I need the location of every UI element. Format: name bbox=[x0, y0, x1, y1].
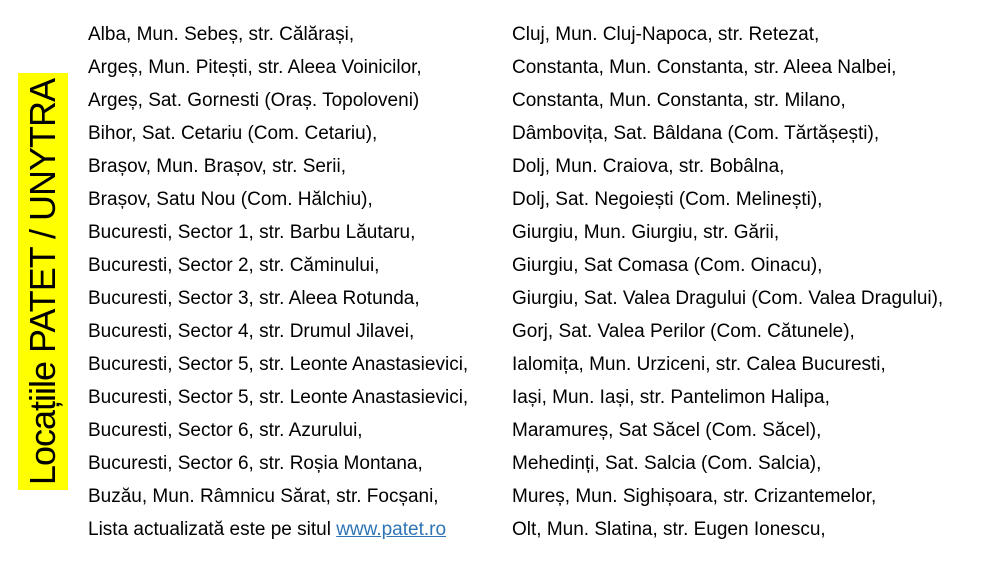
list-item: Cluj, Mun. Cluj-Napoca, str. Retezat, bbox=[512, 24, 820, 45]
list-item: Buzău, Mun. Râmnicu Sărat, str. Focșani, bbox=[88, 486, 439, 507]
list-item: Bucuresti, Sector 6, str. Roșia Montana, bbox=[88, 453, 423, 474]
slide-title: Locațiile PATET / UNYTRA bbox=[22, 78, 63, 485]
list-item: Alba, Mun. Sebeș, str. Călărași, bbox=[88, 24, 355, 45]
list-item: Ialomița, Mun. Urziceni, str. Calea Bucu… bbox=[512, 354, 886, 375]
list-item: Bucuresti, Sector 6, str. Azurului, bbox=[88, 420, 363, 441]
list-item: Argeș, Mun. Pitești, str. Aleea Voinicil… bbox=[88, 57, 422, 78]
list-item: Giurgiu, Mun. Giurgiu, str. Gării, bbox=[512, 222, 780, 243]
list-item: Dolj, Mun. Craiova, str. Bobâlna, bbox=[512, 156, 785, 177]
list-item: Gorj, Sat. Valea Perilor (Com. Cătunele)… bbox=[512, 321, 855, 342]
list-item: Constanta, Mun. Constanta, str. Milano, bbox=[512, 90, 846, 111]
title-banner: Locațiile PATET / UNYTRA bbox=[18, 73, 68, 490]
list-item: Bihor, Sat. Cetariu (Com. Cetariu), bbox=[88, 123, 378, 144]
list-item: Dolj, Sat. Negoiești (Com. Melinești), bbox=[512, 189, 823, 210]
list-item: Constanta, Mun. Constanta, str. Aleea Na… bbox=[512, 57, 897, 78]
list-item: Bucuresti, Sector 5, str. Leonte Anastas… bbox=[88, 354, 469, 375]
list-item: Mehedinți, Sat. Salcia (Com. Salcia), bbox=[512, 453, 822, 474]
locations-column-left: Alba, Mun. Sebeș, str. Călărași, Argeș, … bbox=[88, 18, 508, 546]
list-item: Maramureș, Sat Săcel (Com. Săcel), bbox=[512, 420, 822, 441]
list-item: Bucuresti, Sector 1, str. Barbu Lăutaru, bbox=[88, 222, 416, 243]
footer-note: Lista actualizată este pe situl www.pate… bbox=[88, 513, 508, 546]
locations-column-right: Cluj, Mun. Cluj-Napoca, str. Retezat, Co… bbox=[512, 18, 992, 546]
list-item: Olt, Mun. Slatina, str. Eugen Ionescu, bbox=[512, 519, 826, 540]
list-item: Giurgiu, Sat. Valea Dragului (Com. Valea… bbox=[512, 288, 944, 309]
list-item: Giurgiu, Sat Comasa (Com. Oinacu), bbox=[512, 255, 823, 276]
list-item: Iași, Mun. Iași, str. Pantelimon Halipa, bbox=[512, 387, 830, 408]
list-item: Bucuresti, Sector 2, str. Căminului, bbox=[88, 255, 380, 276]
list-item: Dâmbovița, Sat. Bâldana (Com. Tărtășești… bbox=[512, 123, 880, 144]
list-item: Bucuresti, Sector 5, str. Leonte Anastas… bbox=[88, 387, 469, 408]
list-item: Bucuresti, Sector 4, str. Drumul Jilavei… bbox=[88, 321, 415, 342]
list-item: Brașov, Mun. Brașov, str. Serii, bbox=[88, 156, 346, 177]
patet-website-link[interactable]: www.patet.ro bbox=[336, 519, 447, 540]
footer-note-text: Lista actualizată este pe situl bbox=[88, 519, 337, 540]
list-item: Bucuresti, Sector 3, str. Aleea Rotunda, bbox=[88, 288, 420, 309]
list-item: Mureș, Mun. Sighișoara, str. Crizantemel… bbox=[512, 486, 877, 507]
list-item: Brașov, Satu Nou (Com. Hălchiu), bbox=[88, 189, 373, 210]
list-item: Argeș, Sat. Gornesti (Oraș. Topoloveni) bbox=[88, 90, 420, 111]
